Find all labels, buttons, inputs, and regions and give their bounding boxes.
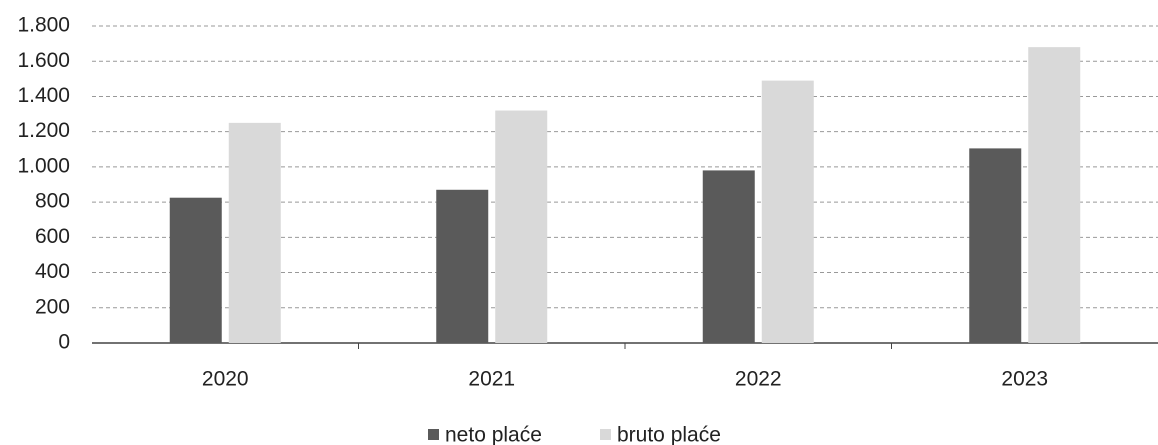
y-tick-label: 0 [58, 331, 70, 354]
y-tick-label: 800 [35, 190, 70, 213]
x-tick-label: 2022 [735, 368, 782, 391]
y-tick-label: 1.000 [17, 154, 70, 177]
bar [761, 80, 814, 343]
y-tick-label: 1.600 [17, 49, 70, 72]
x-tick-label: 2021 [468, 368, 515, 391]
bar [228, 122, 281, 343]
x-tick-label: 2023 [1001, 368, 1048, 391]
bar [702, 170, 755, 343]
legend-label: neto plaće [445, 424, 542, 445]
legend-label: bruto plaće [617, 424, 721, 445]
y-tick-label: 400 [35, 260, 70, 283]
legend-swatch [600, 429, 611, 440]
bar [436, 189, 489, 343]
legend-swatch [428, 429, 439, 440]
y-tick-label: 1.800 [17, 14, 70, 37]
y-tick-label: 200 [35, 295, 70, 318]
x-tick-label: 2020 [202, 368, 249, 391]
y-tick-label: 1.200 [17, 119, 70, 142]
y-tick-label: 1.400 [17, 84, 70, 107]
bar [495, 110, 548, 344]
bar [169, 197, 222, 343]
y-tick-label: 600 [35, 225, 70, 248]
bar [1028, 47, 1081, 344]
bar [969, 148, 1022, 343]
